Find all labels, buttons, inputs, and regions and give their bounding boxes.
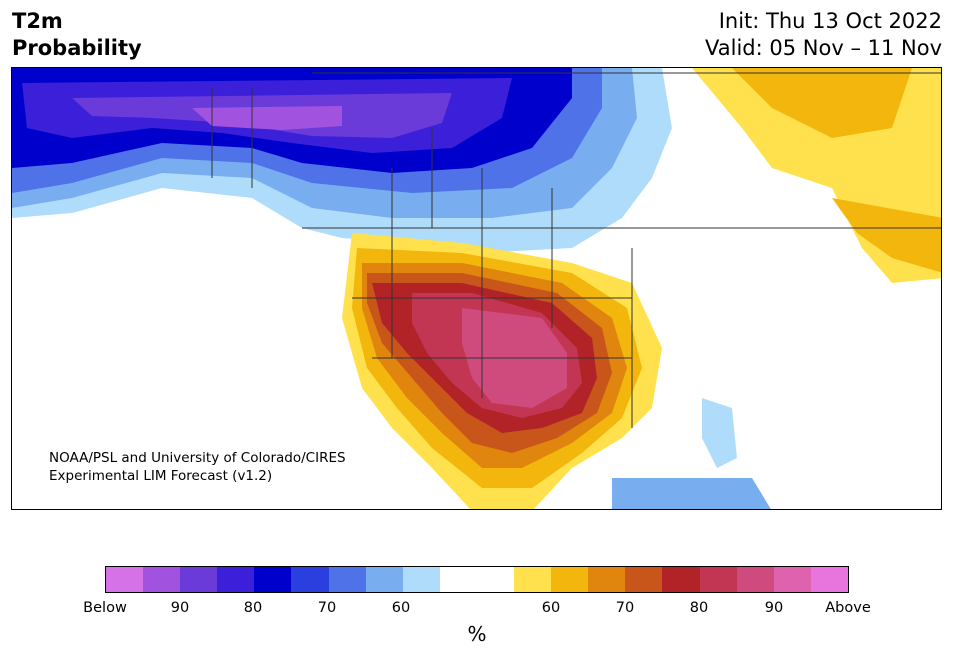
colorbar-swatch: [551, 567, 589, 592]
colorbar-tick-label: 80: [689, 600, 709, 616]
title-line-2: Probability: [12, 36, 142, 60]
colorbar-tick-label: 60: [541, 600, 561, 616]
colorbar-swatch: [106, 567, 144, 592]
colorbar-swatch: [217, 567, 255, 592]
contour-caribbean-70: [612, 478, 771, 509]
forecast-dates: Init: Thu 13 Oct 2022 Valid: 05 Nov – 11…: [705, 8, 942, 62]
political-borders: [211, 72, 941, 428]
colorbar-tick-label: Above: [825, 600, 871, 616]
valid-range: Valid: 05 Nov – 11 Nov: [705, 36, 942, 60]
colorbar-tick-label: 90: [764, 600, 784, 616]
contour-florida-60: [702, 398, 737, 468]
colorbar-swatch: [662, 567, 700, 592]
init-date: Init: Thu 13 Oct 2022: [718, 9, 942, 33]
title-line-1: T2m: [12, 9, 63, 33]
colorbar-tick-label: 70: [615, 600, 635, 616]
colorbar-swatch: [143, 567, 181, 592]
contour-warm-east-65: [732, 68, 941, 273]
colorbar-swatch: [588, 567, 626, 592]
colorbar-swatch: [810, 567, 848, 592]
colorbar-tick-label: 80: [243, 600, 263, 616]
colorbar-swatch: [439, 567, 477, 592]
colorbar-swatch: [514, 567, 552, 592]
probability-map: [11, 67, 942, 510]
colorbar-swatch: [291, 567, 329, 592]
colorbar-swatch: [328, 567, 366, 592]
colorbar-tick-label: 90: [170, 600, 190, 616]
colorbar-swatch: [476, 567, 515, 592]
colorbar-swatch: [254, 567, 292, 592]
colorbar-unit: %: [467, 622, 487, 646]
colorbar-tick-label: Below: [83, 600, 127, 616]
map-title: T2m Probability: [12, 8, 142, 62]
colorbar: [105, 566, 849, 593]
map-svg: [12, 68, 941, 509]
credit-line-2: Experimental LIM Forecast (v1.2): [49, 468, 273, 484]
contour-below-95: [192, 106, 342, 130]
colorbar-swatch: [180, 567, 218, 592]
colorbar-swatch: [699, 567, 737, 592]
colorbar-swatch: [625, 567, 663, 592]
colorbar-tick-label: 70: [317, 600, 337, 616]
colorbar-swatch: [736, 567, 774, 592]
credit-text: NOAA/PSL and University of Colorado/CIRE…: [49, 449, 346, 485]
colorbar-tick-label: 60: [391, 600, 411, 616]
colorbar-swatch: [773, 567, 811, 592]
colorbar-swatch: [365, 567, 403, 592]
credit-line-1: NOAA/PSL and University of Colorado/CIRE…: [49, 450, 346, 466]
colorbar-swatch: [402, 567, 440, 592]
